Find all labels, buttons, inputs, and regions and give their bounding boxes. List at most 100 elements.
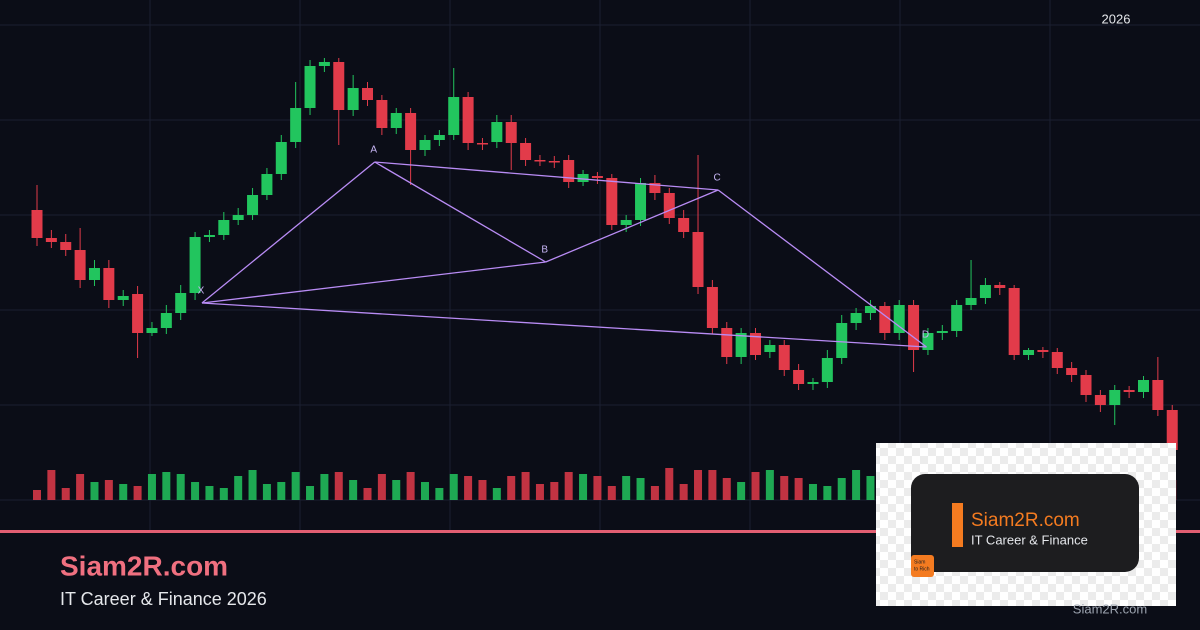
candle-body [448, 97, 460, 135]
volume-bar [507, 476, 516, 500]
volume-bar [291, 472, 300, 500]
candle-body [505, 122, 517, 143]
volume-bar [320, 474, 329, 500]
candle-body [433, 135, 445, 140]
candle-body [491, 122, 503, 142]
candle-body [476, 143, 488, 145]
volume-bar [420, 482, 429, 500]
volume-bar [219, 488, 228, 500]
logo-accent [952, 503, 963, 547]
volume-bar [61, 488, 70, 500]
candle-body [1023, 350, 1035, 355]
candle-body [951, 305, 963, 331]
candle-body [591, 176, 603, 178]
candle-body [290, 108, 302, 142]
volume-bar [191, 482, 200, 500]
candle-body [275, 142, 287, 174]
candle-body [419, 140, 431, 150]
candle-body [879, 306, 891, 333]
candle-body [721, 328, 733, 357]
candle-body [175, 293, 187, 313]
candle-body [821, 358, 833, 382]
candle-body [520, 143, 532, 160]
volume-bar [377, 474, 386, 500]
volume-bar [650, 486, 659, 500]
volume-bar [90, 482, 99, 500]
volume-bar [593, 476, 602, 500]
logo-icon-text: to Rich [914, 566, 930, 572]
candle-body [203, 235, 215, 237]
year-label: 2026 [1102, 11, 1131, 26]
volume-bar [147, 474, 156, 500]
candle-body [1037, 350, 1049, 352]
brand-subtitle: IT Career & Finance 2026 [60, 589, 267, 609]
candle-body [333, 62, 345, 110]
candle-body [548, 161, 560, 163]
watermark: Siam2R.com [1073, 601, 1147, 616]
candle-body [160, 313, 172, 328]
volume-bar [665, 468, 674, 500]
candle-body [534, 160, 546, 162]
candle-body [922, 333, 934, 350]
candle-body [1080, 375, 1092, 395]
volume-bar [176, 474, 185, 500]
candle-body [74, 250, 86, 280]
candle-body [189, 237, 201, 293]
volume-bar [33, 490, 41, 500]
candle-body [606, 178, 618, 225]
volume-bar [780, 476, 789, 500]
candle-body [979, 285, 991, 298]
volume-bar [277, 482, 286, 500]
candle-body [304, 66, 316, 108]
volume-bar [737, 482, 746, 500]
candle-body [635, 183, 647, 220]
volume-bar [622, 476, 631, 500]
candle-body [132, 294, 144, 333]
candle-body [1008, 288, 1020, 355]
volume-bar [866, 476, 875, 500]
candle-body [1166, 410, 1178, 450]
candle-body [620, 220, 632, 225]
candle-body [864, 306, 876, 313]
candle-body [750, 333, 761, 355]
candle-body [261, 174, 273, 195]
candle-body [850, 313, 862, 323]
volume-bar [837, 478, 846, 500]
volume-bar [104, 480, 113, 500]
candle-body [807, 382, 819, 384]
pattern-label: C [714, 173, 721, 184]
volume-bar [162, 472, 171, 500]
volume-bar [535, 484, 544, 500]
candle-body [778, 345, 790, 370]
pattern-line [201, 261, 546, 304]
candle-body [390, 113, 402, 128]
volume-bar [363, 488, 372, 500]
candle-body [577, 174, 589, 182]
pattern-line [374, 161, 719, 191]
pattern-line [374, 161, 547, 263]
candle-body [735, 333, 747, 357]
candle-body [1123, 390, 1135, 392]
candle-body [1137, 380, 1149, 392]
candle-body [405, 113, 417, 150]
volume-bar [76, 474, 85, 500]
volume-bar [406, 472, 415, 500]
pattern-line [201, 161, 376, 304]
candle-body [347, 88, 359, 110]
volume-bar [521, 472, 530, 500]
candle-body [1152, 380, 1164, 410]
logo-icon-text: Siam [914, 559, 925, 565]
candle-body [146, 328, 158, 333]
volume-bar [119, 484, 128, 500]
volume-bar [133, 486, 142, 500]
candle-body [60, 242, 72, 250]
candle-body [994, 285, 1006, 288]
volume-bar [449, 474, 458, 500]
candle-body [247, 195, 259, 215]
candle-body [362, 88, 374, 100]
volume-bar [636, 478, 645, 500]
candle-body [692, 232, 704, 287]
candle-body [893, 305, 905, 333]
